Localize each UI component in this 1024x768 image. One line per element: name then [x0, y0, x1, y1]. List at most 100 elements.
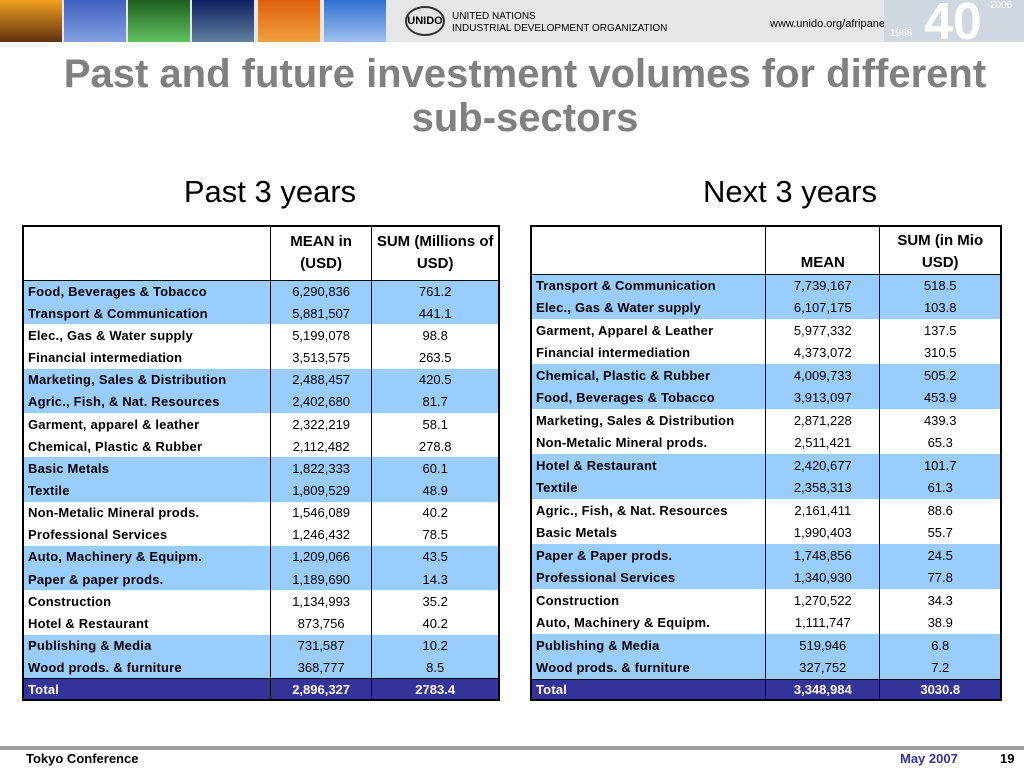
- table-row: Garment, apparel & leather 2,322,219 58.1: [23, 412, 499, 436]
- value-cell: 2,488,457: [269, 368, 372, 391]
- value-cell: 43.5: [371, 545, 499, 569]
- value-cell: 327,752: [765, 656, 880, 679]
- anniversary: 40: [924, 0, 982, 51]
- sector-cell: Chemical, Plastic & Rubber: [531, 364, 766, 387]
- value-cell: 5,977,332: [765, 319, 880, 342]
- banner: UNIDO UNITED NATIONS INDUSTRIAL DEVELOPME…: [0, 0, 1024, 51]
- table-row: Agric., Fish, & Nat. Resources 2,402,680 8…: [23, 390, 499, 413]
- table-row: Auto, Machinery & Equipm. 1,111,747 38.9: [531, 611, 1001, 634]
- value-cell: 1,748,856: [765, 544, 880, 567]
- sector-cell: Construction: [28, 593, 112, 609]
- sector-cell: Elec., Gas & Water supply: [531, 296, 766, 319]
- value-cell: 103.8: [879, 296, 1001, 319]
- anniversary-logo: 40 1966 2006: [884, 0, 1024, 51]
- sector-cell: Wood prods. & furniture: [531, 656, 766, 679]
- value-cell: 40.2: [371, 612, 499, 635]
- value-cell: 5,881,507: [269, 302, 372, 325]
- value-cell: 60.1: [371, 457, 499, 480]
- title: Past and future investment volumes for d…: [63, 52, 987, 140]
- org-name: UNITED NATIONS INDUSTRIAL DEVELOPMENT ORG…: [452, 11, 667, 35]
- data-table: MEAN in (USD) SUM (Millions of USD) Food, …: [22, 225, 500, 701]
- sector-cell: Professional Services: [531, 566, 766, 589]
- year: 2006: [990, 0, 1013, 11]
- sector-cell: Agric., Fish, & Nat. Resources: [536, 502, 728, 518]
- value-cell: 88.6: [879, 499, 1001, 522]
- sector-cell: Textile: [531, 476, 766, 499]
- sector-cell: Hotel & Restaurant: [28, 615, 149, 631]
- value-cell: 2,871,228: [765, 409, 880, 432]
- value-cell: 34.3: [879, 589, 1001, 612]
- sector-cell: Auto, Machinery & Equipm.: [23, 545, 271, 569]
- value-cell: 761.2: [371, 280, 499, 303]
- table-row: Textile 1,809,529 48.9: [23, 479, 499, 502]
- table-row: Textile 2,358,313 61.3: [531, 476, 1001, 499]
- value-cell: 2,402,680: [269, 390, 372, 413]
- table-row: Wood prods. & furniture 327,752 7.2: [531, 656, 1001, 679]
- total-value: 3,348,984: [765, 678, 880, 700]
- footer-event: Tokyo Conference: [26, 751, 139, 766]
- header-row: MEAN in (USD) SUM (Millions of USD): [23, 226, 499, 281]
- table-row: Paper & paper prods. 1,189,690 14.3: [23, 568, 499, 591]
- table-title: Next 3 years: [702, 174, 877, 209]
- value-cell: 453.9: [879, 386, 1001, 409]
- value-cell: 2,358,313: [765, 476, 880, 499]
- value-cell: 2,112,482: [269, 435, 372, 458]
- org-line: INDUSTRIAL DEVELOPMENT ORGANIZATION: [452, 23, 668, 34]
- value-cell: 137.5: [879, 319, 1001, 342]
- sector-cell: Non-Metalic Mineral prods.: [536, 435, 708, 451]
- total-value: 2,896,327: [269, 678, 372, 700]
- sector-cell: Marketing, Sales & Distribution: [536, 412, 735, 428]
- value-cell: 519,946: [765, 634, 880, 657]
- table-row: Wood prods. & furniture 368,777 8.5: [23, 656, 499, 679]
- sector-cell: Textile: [23, 479, 271, 502]
- sector-cell: Financial intermediation: [28, 350, 183, 366]
- value-cell: 10.2: [371, 634, 499, 657]
- value-cell: 35.2: [371, 590, 499, 613]
- value-cell: 518.5: [879, 274, 1001, 297]
- sector-cell: Wood prods. & furniture: [23, 656, 271, 679]
- value-cell: 38.9: [879, 611, 1001, 634]
- value-cell: 48.9: [371, 479, 499, 502]
- value-cell: 6,290,836: [269, 280, 372, 303]
- table-row: Marketing, Sales & Distribution 2,488,457…: [23, 368, 499, 391]
- table-row: Elec., Gas & Water supply 5,199,078 98.8: [23, 324, 499, 347]
- sector-cell: Basic Metals: [536, 525, 618, 541]
- table-row: Construction 1,270,522 34.3: [531, 589, 1001, 612]
- sector-cell: Transport & Communication: [23, 302, 271, 325]
- sector-cell: Construction: [536, 592, 620, 608]
- table-row: Transport & Communication 5,881,507 441.1: [23, 302, 499, 325]
- value-cell: 24.5: [879, 544, 1001, 567]
- value-cell: 420.5: [371, 368, 499, 391]
- value-cell: 78.5: [371, 523, 499, 546]
- table-row: Food, Beverages & Tobacco 3,913,097 453.9: [531, 386, 1001, 409]
- table-row: Non-Metalic Mineral prods. 2,511,421 65.3: [531, 431, 1001, 454]
- table-row: Auto, Machinery & Equipm. 1,209,066 43.5: [23, 545, 499, 569]
- value-cell: 77.8: [879, 566, 1001, 589]
- value-cell: 439.3: [879, 409, 1001, 432]
- header-cell: MEAN: [765, 226, 880, 275]
- table-row: Professional Services 1,340,930 77.8: [531, 566, 1001, 589]
- value-cell: 310.5: [879, 341, 1001, 364]
- value-cell: 263.5: [371, 346, 499, 369]
- sector-cell: Publishing & Media: [531, 634, 766, 657]
- header-cell: SUM (in Mio USD): [879, 226, 1001, 275]
- value-cell: 58.1: [371, 412, 499, 436]
- footer-date: May 2007: [900, 751, 958, 766]
- value-cell: 4,009,733: [765, 364, 880, 387]
- value-cell: 3,513,575: [269, 346, 372, 369]
- table-row: Hotel & Restaurant 873,756 40.2: [23, 612, 499, 635]
- value-cell: 1,111,747: [765, 611, 880, 634]
- value-cell: 61.3: [879, 476, 1001, 499]
- table-row: Financial intermediation 4,373,072 310.5: [531, 341, 1001, 364]
- value-cell: 2,420,677: [765, 454, 880, 477]
- table-row: Paper & Paper prods. 1,748,856 24.5: [531, 544, 1001, 567]
- value-cell: 7,739,167: [765, 274, 880, 297]
- sector-cell: Chemical, Plastic & Rubber: [28, 438, 203, 454]
- data-table: MEAN SUM (in Mio USD) Transport & Communic…: [530, 225, 1002, 701]
- sector-cell: Paper & paper prods.: [23, 568, 271, 591]
- table-row: Hotel & Restaurant 2,420,677 101.7: [531, 454, 1001, 477]
- table-row: Construction 1,134,993 35.2: [23, 590, 499, 613]
- table-row: Chemical, Plastic & Rubber 4,009,733 505.2: [531, 364, 1001, 387]
- value-cell: 2,511,421: [765, 431, 880, 454]
